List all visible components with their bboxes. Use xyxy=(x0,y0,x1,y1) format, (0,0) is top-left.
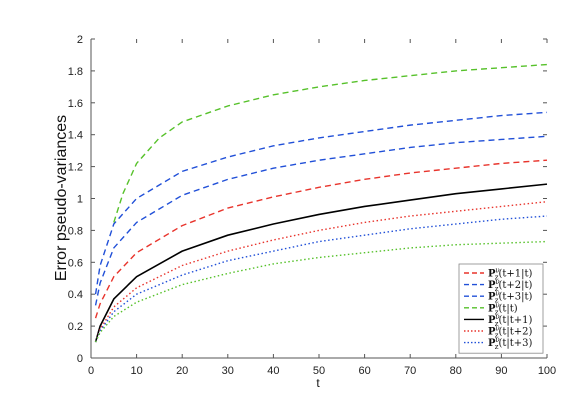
y-tick-label: 1.4 xyxy=(68,130,83,142)
x-axis-ticks: 0 10 20 30 40 50 60 70 80 90 100 xyxy=(88,39,556,377)
legend-label-0: Pν z(t+1|t) xyxy=(488,267,533,282)
legend: Pν z(t+1|t)Pν z(t+2|t)Pν z(t+3|t)Pν z(t|t)Pν… xyxy=(458,263,544,354)
y-tick-label: 2 xyxy=(77,34,83,46)
y-tick-label: 0.2 xyxy=(68,321,83,333)
series-line-3 xyxy=(113,63,548,223)
y-tick-label: 0 xyxy=(77,353,83,365)
legend-box xyxy=(458,263,544,354)
x-tick-label: 100 xyxy=(538,365,556,377)
legend-label-2: Pν z(t+3|t) xyxy=(488,290,533,305)
legend-label-1: Pν z(t+2|t) xyxy=(488,278,533,293)
series-line-0 xyxy=(94,159,548,319)
x-tick-label: 30 xyxy=(222,365,234,377)
series-line-7 xyxy=(94,240,548,343)
x-tick-label: 10 xyxy=(130,365,142,377)
legend-label-3: Pν z(t|t) xyxy=(488,301,518,316)
x-tick-label: 60 xyxy=(358,365,370,377)
y-tick-label: 1.2 xyxy=(68,162,83,174)
y-tick-label: 1.6 xyxy=(68,98,83,110)
x-tick-label: 40 xyxy=(267,365,279,377)
series-line-6 xyxy=(94,215,548,343)
series-line-1 xyxy=(94,111,548,295)
y-axis-ticks: 0 0.2 0.4 0.6 0.8 1 1.2 1.4 1.6 1.8 2 xyxy=(68,34,547,365)
y-tick-label: 1 xyxy=(77,194,83,206)
y-tick-label: 1.8 xyxy=(68,66,83,78)
y-tick-label: 0.4 xyxy=(68,289,83,301)
legend-label-5: Pν z(t|t+2) xyxy=(488,325,533,340)
x-tick-label: 20 xyxy=(176,365,188,377)
series-layer xyxy=(94,63,548,343)
y-axis-label: Error pseudo-variances xyxy=(53,115,70,281)
series-line-4 xyxy=(94,183,548,343)
x-tick-label: 50 xyxy=(313,365,325,377)
x-tick-label: 90 xyxy=(495,365,507,377)
legend-label-4: Pν z(t|t+1) xyxy=(488,313,533,328)
y-tick-label: 0.8 xyxy=(68,225,83,237)
x-tick-label: 0 xyxy=(88,365,94,377)
x-tick-label: 70 xyxy=(404,365,416,377)
legend-label-6: Pν z(t|t+3) xyxy=(488,336,533,351)
x-axis-label: t xyxy=(316,376,320,390)
x-tick-label: 80 xyxy=(450,365,462,377)
y-tick-label: 0.6 xyxy=(68,257,83,269)
series-line-2 xyxy=(94,135,548,306)
